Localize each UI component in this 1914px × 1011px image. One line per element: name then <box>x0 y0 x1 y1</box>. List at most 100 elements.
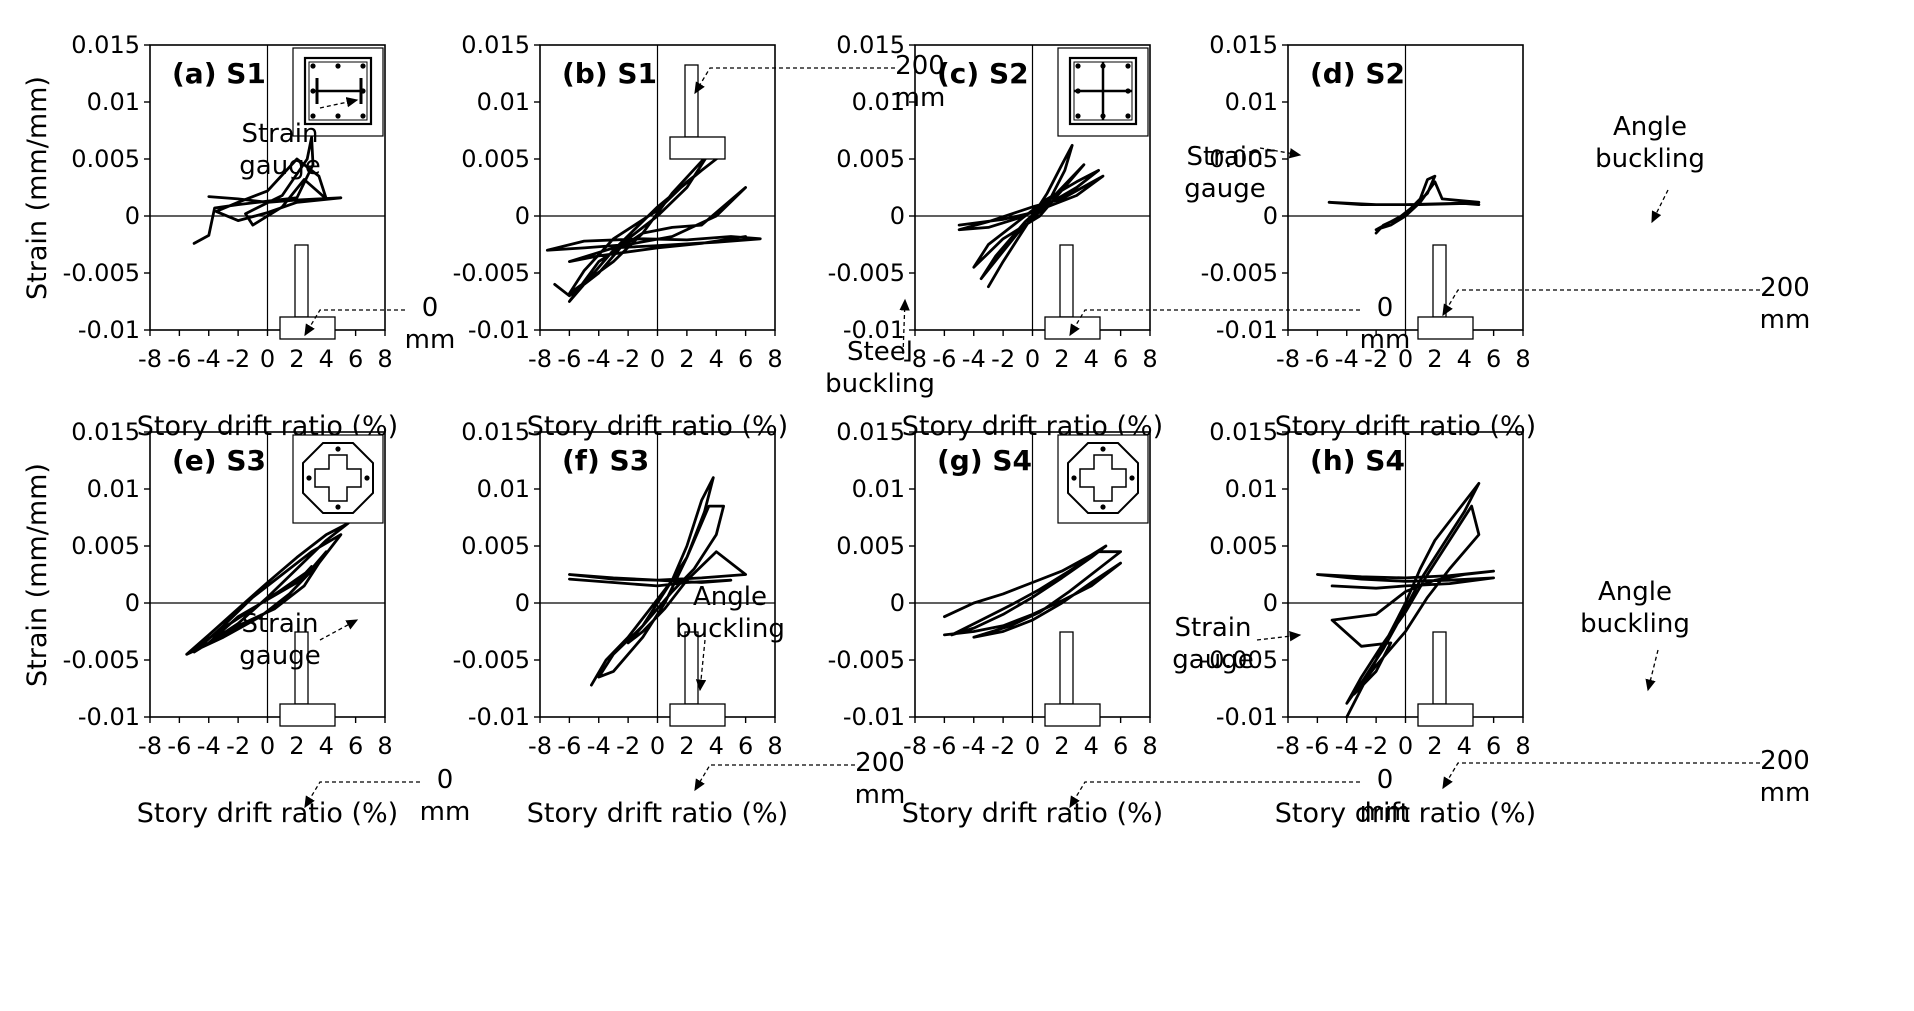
rebar-dot <box>335 504 341 510</box>
annotation-arrow <box>1651 189 1669 224</box>
y-tick-label: 0.01 <box>477 88 530 116</box>
y-tick-label: 0 <box>125 202 140 230</box>
section-inner-outline <box>308 61 368 121</box>
hysteresis-curve <box>185 521 350 656</box>
x-tick-label: 2 <box>1427 345 1442 373</box>
x-tick-label: 6 <box>348 345 363 373</box>
x-tick-label: 6 <box>738 345 753 373</box>
rebar-dot <box>1125 88 1131 94</box>
x-tick-label: 2 <box>1054 732 1069 760</box>
annotation-text: Angle <box>1613 112 1687 142</box>
x-tick-label: -2 <box>226 345 250 373</box>
x-tick-label: -2 <box>616 732 640 760</box>
x-tick-label: 4 <box>709 345 724 373</box>
y-tick-label: 0.01 <box>852 88 905 116</box>
y-tick-label: -0.005 <box>1201 259 1278 287</box>
x-tick-label: -6 <box>167 345 191 373</box>
x-tick-label: -6 <box>932 345 956 373</box>
rebar-dot <box>1100 446 1106 452</box>
x-tick-label: 2 <box>679 345 694 373</box>
panel-title: (d) S2 <box>1310 57 1405 90</box>
x-tick-label: 6 <box>348 732 363 760</box>
y-tick-label: 0.005 <box>836 532 905 560</box>
x-tick-label: -4 <box>587 345 611 373</box>
x-tick-label: 8 <box>377 345 392 373</box>
gauge-pointer <box>1069 309 1360 337</box>
y-tick-label: 0.01 <box>1225 88 1278 116</box>
y-tick-label: 0.01 <box>87 475 140 503</box>
column-elevation-icon <box>1432 631 1447 705</box>
y-axis-title-row2: Strain (mm/mm) <box>22 463 53 687</box>
x-tick-label: 0 <box>260 345 275 373</box>
rebar-dot <box>310 113 316 119</box>
annotation-text: buckling <box>1580 609 1690 639</box>
y-tick-label: 0.015 <box>71 418 140 446</box>
y-tick-label: -0.005 <box>63 646 140 674</box>
x-tick-label: -4 <box>197 345 221 373</box>
rebar-dot <box>1125 63 1131 69</box>
y-tick-label: 0.005 <box>1209 532 1278 560</box>
x-tick-label: -8 <box>138 345 162 373</box>
footing-icon <box>1417 703 1474 727</box>
gauge-pointer <box>304 309 405 337</box>
section-outline <box>302 442 374 514</box>
y-tick-label: 0.005 <box>71 145 140 173</box>
y-tick-label: 0.01 <box>1225 475 1278 503</box>
gauge-pointer <box>1442 762 1760 790</box>
annotation-text: Strain <box>1186 142 1263 172</box>
annotation-arrow <box>319 97 359 109</box>
x-tick-label: 4 <box>319 732 334 760</box>
y-tick-label: 0 <box>1263 202 1278 230</box>
annotation-text: buckling <box>825 369 935 399</box>
rebar-dot <box>360 88 366 94</box>
y-tick-label: -0.01 <box>468 703 530 731</box>
y-tick-label: 0.005 <box>836 145 905 173</box>
rebar-dot <box>1075 63 1081 69</box>
y-tick-label: 0 <box>890 202 905 230</box>
hysteresis-curve <box>568 476 747 687</box>
panel-title: (a) S1 <box>172 57 266 90</box>
annotation-text: Steel <box>847 337 913 367</box>
y-tick-label: 0.015 <box>836 31 905 59</box>
x-tick-label: 4 <box>1084 345 1099 373</box>
rebar-dot <box>1075 88 1081 94</box>
x-tick-label: 4 <box>1084 732 1099 760</box>
y-tick-label: 0.005 <box>1209 145 1278 173</box>
y-tick-label: 0 <box>515 589 530 617</box>
x-tick-label: -4 <box>1335 345 1359 373</box>
panel-title: (g) S4 <box>937 444 1032 477</box>
annotation-text: gauge <box>1184 174 1265 204</box>
x-tick-label: -6 <box>167 732 191 760</box>
x-axis-title: Story drift ratio (%) <box>1275 798 1536 829</box>
column-elevation-icon <box>1432 244 1447 318</box>
y-tick-label: 0 <box>890 589 905 617</box>
y-tick-label: -0.01 <box>843 316 905 344</box>
footing-icon <box>669 703 726 727</box>
x-axis-title: Story drift ratio (%) <box>902 798 1163 829</box>
gauge-height-value: 200 <box>1760 273 1810 303</box>
rebar-dot <box>335 446 341 452</box>
x-tick-label: -2 <box>226 732 250 760</box>
x-tick-label: 2 <box>679 732 694 760</box>
x-tick-label: -2 <box>991 732 1015 760</box>
x-tick-label: 8 <box>767 345 782 373</box>
y-tick-label: 0.015 <box>461 418 530 446</box>
gauge-height-unit: mm <box>405 325 456 355</box>
y-tick-label: -0.01 <box>78 703 140 731</box>
gauge-height-unit: mm <box>855 780 906 810</box>
hysteresis-curve <box>943 544 1122 639</box>
x-tick-label: 8 <box>1142 732 1157 760</box>
annotation-arrow <box>899 298 910 355</box>
x-tick-label: 2 <box>289 345 304 373</box>
x-axis-title: Story drift ratio (%) <box>137 798 398 829</box>
x-tick-label: 8 <box>767 732 782 760</box>
annotation-text: gauge <box>1172 645 1253 675</box>
footing-icon <box>1044 703 1101 727</box>
gauge-height-unit: mm <box>1760 305 1811 335</box>
rebar-dot <box>364 475 370 481</box>
x-tick-label: 4 <box>709 732 724 760</box>
